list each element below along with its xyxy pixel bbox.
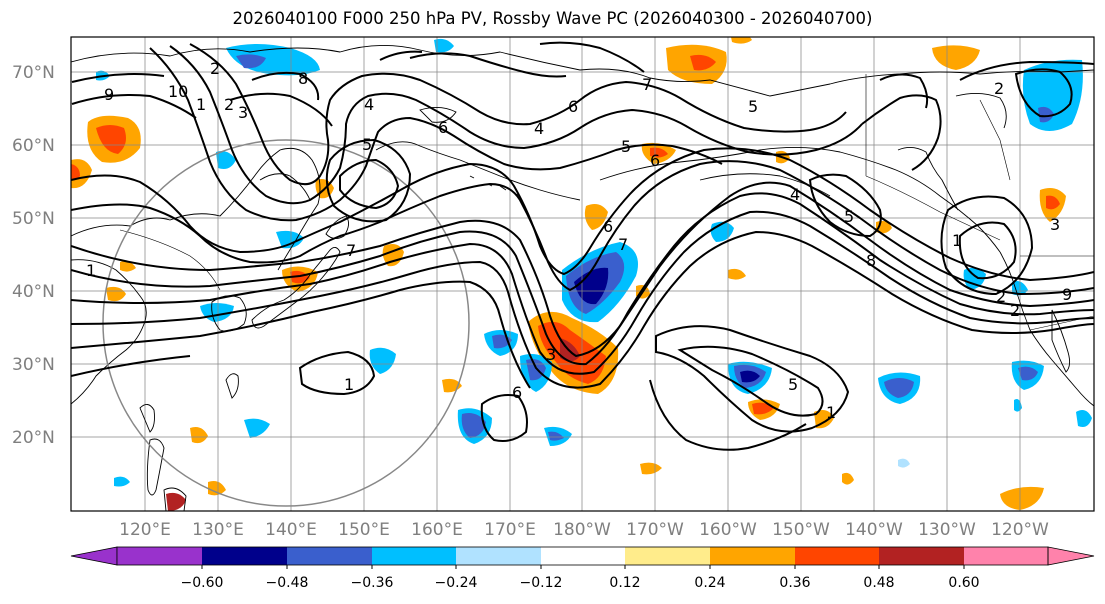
colorbar-segment <box>456 547 541 565</box>
lon-label: 160°E <box>411 520 463 540</box>
contour-label: 6 <box>512 383 522 402</box>
contour-label: 5 <box>748 97 758 116</box>
contour-label: 1 <box>344 375 354 394</box>
colorbar-tick: −0.60 <box>181 575 224 591</box>
colorbar-segment <box>625 547 710 565</box>
lat-label: 50°N <box>12 209 55 229</box>
contour-label: 9 <box>104 85 114 104</box>
contour-label: 2 <box>1010 301 1020 320</box>
contour-label: 5 <box>621 137 631 156</box>
contour-label: 6 <box>650 151 660 170</box>
colorbar-segment <box>287 547 372 565</box>
contour-label: 5 <box>844 207 854 226</box>
contour-label: 4 <box>534 119 544 138</box>
colorbar-segment <box>117 547 202 565</box>
colorbar-segment <box>202 547 287 565</box>
colorbar-tick: −0.24 <box>435 575 478 591</box>
contour-label: 6 <box>438 118 448 137</box>
contour-label: 10 <box>168 82 188 101</box>
colorbar-segment <box>541 547 625 565</box>
colorbar-tick: −0.36 <box>351 575 394 591</box>
lon-label: 140°E <box>265 520 317 540</box>
lat-label: 40°N <box>12 282 55 302</box>
contour-label: 2 <box>210 59 220 78</box>
lat-label: 20°N <box>12 428 55 448</box>
map-title: 2026040100 F000 250 hPa PV, Rossby Wave … <box>232 9 873 28</box>
lon-label: 150°E <box>338 520 390 540</box>
contour-label: 7 <box>346 241 356 260</box>
contour-label: 3 <box>546 345 556 364</box>
lon-label: 120°W <box>991 520 1049 540</box>
lon-label: 140°W <box>845 520 903 540</box>
contour-label: 5 <box>362 135 372 154</box>
lon-label: 130°E <box>192 520 244 540</box>
longitude-labels: 120°E 130°E 140°E 150°E 160°E 170°E 180°… <box>119 520 1049 540</box>
lat-label: 30°N <box>12 355 55 375</box>
contour-label: 4 <box>364 95 374 114</box>
lon-label: 150°W <box>772 520 830 540</box>
colorbar-tick: 0.36 <box>779 575 810 591</box>
colorbar-tick: −0.12 <box>520 575 563 591</box>
colorbar-segment <box>710 547 795 565</box>
colorbar-tick: 0.24 <box>694 575 725 591</box>
contour-label: 2 <box>994 79 1004 98</box>
colorbar-tick: 0.60 <box>948 575 979 591</box>
lat-label: 70°N <box>12 63 55 83</box>
contour-label: 8 <box>298 69 308 88</box>
contour-label: 4 <box>790 185 800 204</box>
colorbar-segment <box>1047 546 1095 566</box>
lat-label: 60°N <box>12 136 55 156</box>
contour-label: 6 <box>603 217 613 236</box>
contour-label: 9 <box>1062 285 1072 304</box>
colorbar-tick: −0.48 <box>266 575 309 591</box>
contour-label: 8 <box>866 251 876 270</box>
contour-label: 2 <box>996 287 1006 306</box>
colorbar-tick: 0.12 <box>609 575 640 591</box>
contour-label: 5 <box>788 375 798 394</box>
contour-label: 1 <box>86 261 96 280</box>
pv-contours <box>71 41 1094 451</box>
colorbar: −0.60 −0.48 −0.36 −0.24 −0.12 0.12 0.24 … <box>70 546 1095 591</box>
lon-label: 160°W <box>699 520 757 540</box>
coastlines <box>71 45 1094 511</box>
contour-label: 6 <box>568 97 578 116</box>
map-panel: 9 10 1 2 3 4 5 6 7 8 2 1 3 4 5 6 7 6 5 4 <box>70 36 1095 512</box>
colorbar-segment <box>795 547 879 565</box>
contour-label: 7 <box>642 75 652 94</box>
latitude-labels: 70°N 60°N 50°N 40°N 30°N 20°N <box>12 63 55 448</box>
contour-label: 1 <box>826 403 836 422</box>
colorbar-tick: 0.48 <box>863 575 894 591</box>
contour-label-group: 9 10 1 2 3 4 5 6 7 8 2 1 3 4 5 6 7 6 5 4 <box>86 59 1072 422</box>
colorbar-segment <box>372 547 456 565</box>
contour-label: 2 <box>224 95 234 114</box>
lon-label: 120°E <box>119 520 171 540</box>
contour-label: 7 <box>618 235 628 254</box>
contour-label: 1 <box>196 95 206 114</box>
contour-label: 3 <box>238 103 248 122</box>
lon-label: 130°W <box>918 520 976 540</box>
colorbar-segment <box>964 547 1048 565</box>
lon-label: 170°W <box>626 520 684 540</box>
contour-label: 3 <box>1050 215 1060 234</box>
contour-label: 1 <box>952 231 962 250</box>
colorbar-segment <box>879 547 964 565</box>
country-borders <box>119 74 1094 331</box>
colorbar-segment <box>70 546 118 566</box>
lon-label: 180°W <box>553 520 611 540</box>
lon-label: 170°E <box>484 520 536 540</box>
